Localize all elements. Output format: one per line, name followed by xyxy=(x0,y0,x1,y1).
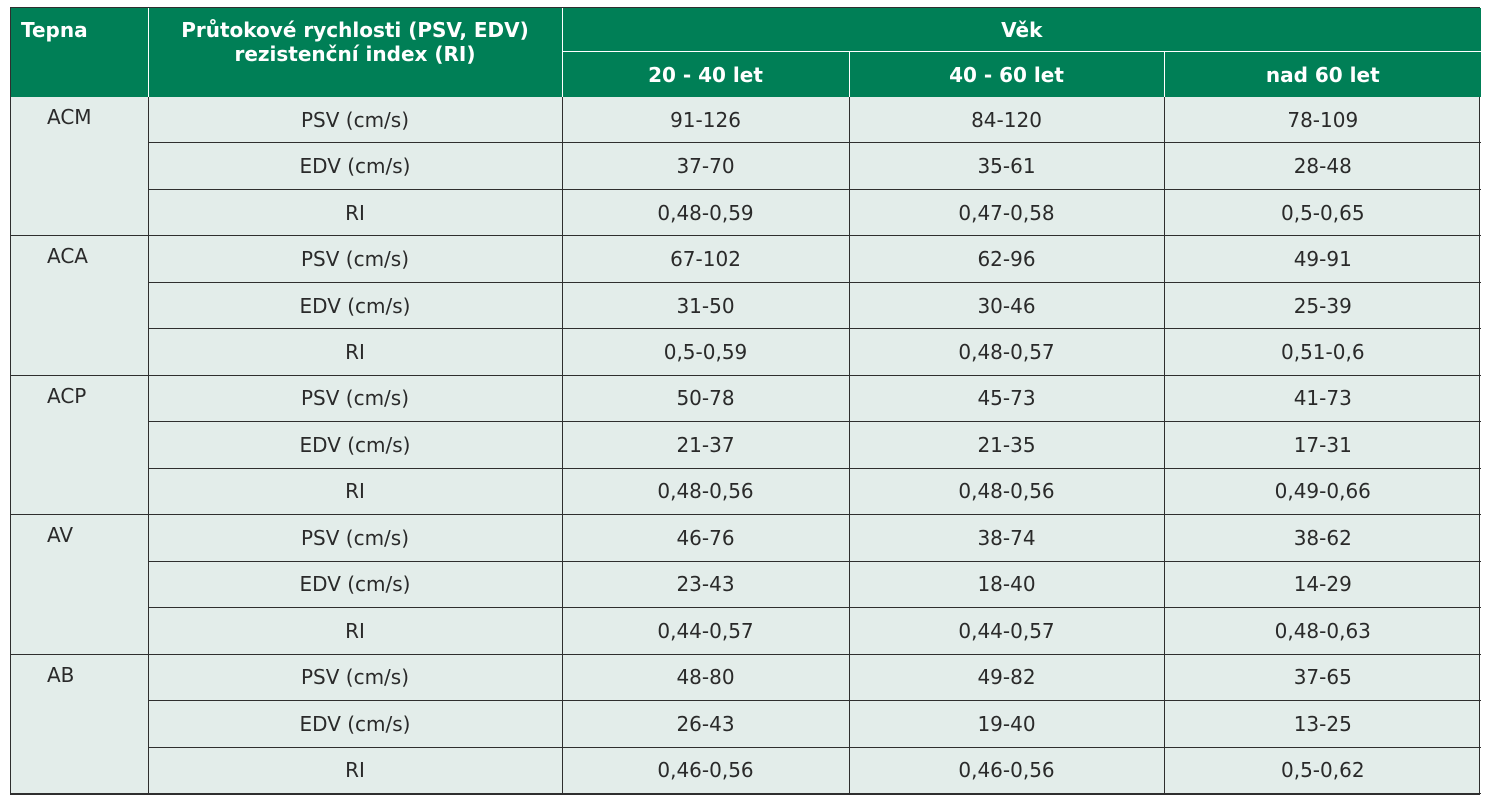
artery-name-cell: ACP xyxy=(11,375,148,516)
value-cell-age-group-3: 0,48-0,63 xyxy=(1163,607,1482,655)
table-row: EDV (cm/s) 26-43 19-40 13-25 xyxy=(11,700,1482,748)
value-cell-age-group-3: 38-62 xyxy=(1163,514,1482,562)
table-row: RI 0,46-0,56 0,46-0,56 0,5-0,62 xyxy=(11,747,1482,794)
value-cell-age-group-1: 0,44-0,57 xyxy=(561,607,849,655)
value-cell-age-group-2: 0,46-0,56 xyxy=(848,747,1164,794)
column-header-artery: Tepna xyxy=(11,8,149,97)
value-cell-age-group-1: 0,5-0,59 xyxy=(561,328,849,376)
value-cell-age-group-3: 49-91 xyxy=(1163,235,1482,283)
table-row: RI 0,48-0,59 0,47-0,58 0,5-0,65 xyxy=(11,189,1482,237)
value-cell-age-group-3: 28-48 xyxy=(1163,142,1482,190)
column-header-age-group-2: 40 - 60 let xyxy=(849,51,1165,97)
parameter-cell: PSV (cm/s) xyxy=(147,97,562,144)
parameter-cell: EDV (cm/s) xyxy=(147,142,562,190)
value-cell-age-group-1: 26-43 xyxy=(561,700,849,748)
table-row: RI 0,5-0,59 0,48-0,57 0,51-0,6 xyxy=(11,328,1482,376)
parameter-cell: EDV (cm/s) xyxy=(147,282,562,330)
parameter-cell: EDV (cm/s) xyxy=(147,421,562,469)
parameter-cell: PSV (cm/s) xyxy=(147,654,562,702)
table-header: Tepna Průtokové rychlosti (PSV, EDV) rez… xyxy=(11,8,1482,97)
value-cell-age-group-1: 67-102 xyxy=(561,235,849,283)
table-row: RI 0,44-0,57 0,44-0,57 0,48-0,63 xyxy=(11,607,1482,655)
value-cell-age-group-1: 50-78 xyxy=(561,375,849,423)
value-cell-age-group-1: 0,48-0,56 xyxy=(561,468,849,516)
table-row: RI 0,48-0,56 0,48-0,56 0,49-0,66 xyxy=(11,468,1482,516)
table-row: EDV (cm/s) 21-37 21-35 17-31 xyxy=(11,421,1482,469)
table-row: ACM PSV (cm/s) 91-126 84-120 78-109 xyxy=(11,97,1482,237)
value-cell-age-group-2: 0,48-0,57 xyxy=(848,328,1164,376)
column-header-age: Věk xyxy=(562,8,1482,52)
value-cell-age-group-1: 23-43 xyxy=(561,561,849,609)
artery-name-cell: AV xyxy=(11,514,148,655)
value-cell-age-group-2: 0,48-0,56 xyxy=(848,468,1164,516)
value-cell-age-group-1: 46-76 xyxy=(561,514,849,562)
value-cell-age-group-3: 41-73 xyxy=(1163,375,1482,423)
parameter-cell: PSV (cm/s) xyxy=(147,375,562,423)
value-cell-age-group-1: 0,46-0,56 xyxy=(561,747,849,794)
value-cell-age-group-1: 0,48-0,59 xyxy=(561,189,849,237)
value-cell-age-group-1: 21-37 xyxy=(561,421,849,469)
value-cell-age-group-2: 84-120 xyxy=(848,97,1164,144)
value-cell-age-group-2: 38-74 xyxy=(848,514,1164,562)
value-cell-age-group-1: 37-70 xyxy=(561,142,849,190)
artery-name-cell: ACM xyxy=(11,97,148,237)
value-cell-age-group-2: 19-40 xyxy=(848,700,1164,748)
artery-name-cell: AB xyxy=(11,654,148,795)
value-cell-age-group-3: 37-65 xyxy=(1163,654,1482,702)
table-row: ACP PSV (cm/s) 50-78 45-73 41-73 xyxy=(11,375,1482,516)
value-cell-age-group-3: 14-29 xyxy=(1163,561,1482,609)
table-row: AV PSV (cm/s) 46-76 38-74 38-62 xyxy=(11,514,1482,655)
table-row: EDV (cm/s) 37-70 35-61 28-48 xyxy=(11,142,1482,190)
value-cell-age-group-3: 17-31 xyxy=(1163,421,1482,469)
value-cell-age-group-3: 13-25 xyxy=(1163,700,1482,748)
parameter-cell: PSV (cm/s) xyxy=(147,514,562,562)
value-cell-age-group-2: 18-40 xyxy=(848,561,1164,609)
table-row: EDV (cm/s) 23-43 18-40 14-29 xyxy=(11,561,1482,609)
header-row-top: Tepna Průtokové rychlosti (PSV, EDV) rez… xyxy=(11,8,1482,97)
table-body: ACM PSV (cm/s) 91-126 84-120 78-109 EDV (cm/s… xyxy=(11,97,1482,795)
parameter-cell: PSV (cm/s) xyxy=(147,235,562,283)
value-cell-age-group-2: 0,44-0,57 xyxy=(848,607,1164,655)
column-header-flow-line1: Průtokové rychlosti (PSV, EDV) xyxy=(181,18,529,42)
value-cell-age-group-1: 91-126 xyxy=(561,97,849,144)
column-header-age-group-1: 20 - 40 let xyxy=(562,51,850,97)
value-cell-age-group-2: 49-82 xyxy=(848,654,1164,702)
table-row: ACA PSV (cm/s) 67-102 62-96 49-91 xyxy=(11,235,1482,376)
value-cell-age-group-3: 0,5-0,65 xyxy=(1163,189,1482,237)
reference-values-table-container: Tepna Průtokové rychlosti (PSV, EDV) rez… xyxy=(10,7,1482,795)
value-cell-age-group-3: 0,49-0,66 xyxy=(1163,468,1482,516)
value-cell-age-group-3: 25-39 xyxy=(1163,282,1482,330)
artery-name-cell: ACA xyxy=(11,235,148,376)
value-cell-age-group-1: 31-50 xyxy=(561,282,849,330)
value-cell-age-group-3: 78-109 xyxy=(1163,97,1482,144)
parameter-cell: RI xyxy=(147,607,562,655)
column-header-flow-line2: rezistenční index (RI) xyxy=(234,42,476,66)
reference-values-table: Tepna Průtokové rychlosti (PSV, EDV) rez… xyxy=(11,8,1482,795)
header-row-age-groups: 20 - 40 let 40 - 60 let nad 60 let xyxy=(11,51,1482,97)
parameter-cell: RI xyxy=(147,328,562,376)
parameter-cell: RI xyxy=(147,189,562,237)
column-header-age-group-3: nad 60 let xyxy=(1164,51,1482,97)
value-cell-age-group-2: 62-96 xyxy=(848,235,1164,283)
table-row: EDV (cm/s) 31-50 30-46 25-39 xyxy=(11,282,1482,330)
value-cell-age-group-2: 21-35 xyxy=(848,421,1164,469)
parameter-cell: EDV (cm/s) xyxy=(147,700,562,748)
value-cell-age-group-2: 45-73 xyxy=(848,375,1164,423)
value-cell-age-group-3: 0,51-0,6 xyxy=(1163,328,1482,376)
table-row: AB PSV (cm/s) 48-80 49-82 37-65 xyxy=(11,654,1482,795)
parameter-cell: RI xyxy=(147,747,562,794)
value-cell-age-group-2: 30-46 xyxy=(848,282,1164,330)
column-header-flow: Průtokové rychlosti (PSV, EDV) rezistenč… xyxy=(148,8,563,97)
parameter-cell: RI xyxy=(147,468,562,516)
value-cell-age-group-2: 0,47-0,58 xyxy=(848,189,1164,237)
parameter-cell: EDV (cm/s) xyxy=(147,561,562,609)
value-cell-age-group-2: 35-61 xyxy=(848,142,1164,190)
value-cell-age-group-3: 0,5-0,62 xyxy=(1163,747,1482,794)
value-cell-age-group-1: 48-80 xyxy=(561,654,849,702)
